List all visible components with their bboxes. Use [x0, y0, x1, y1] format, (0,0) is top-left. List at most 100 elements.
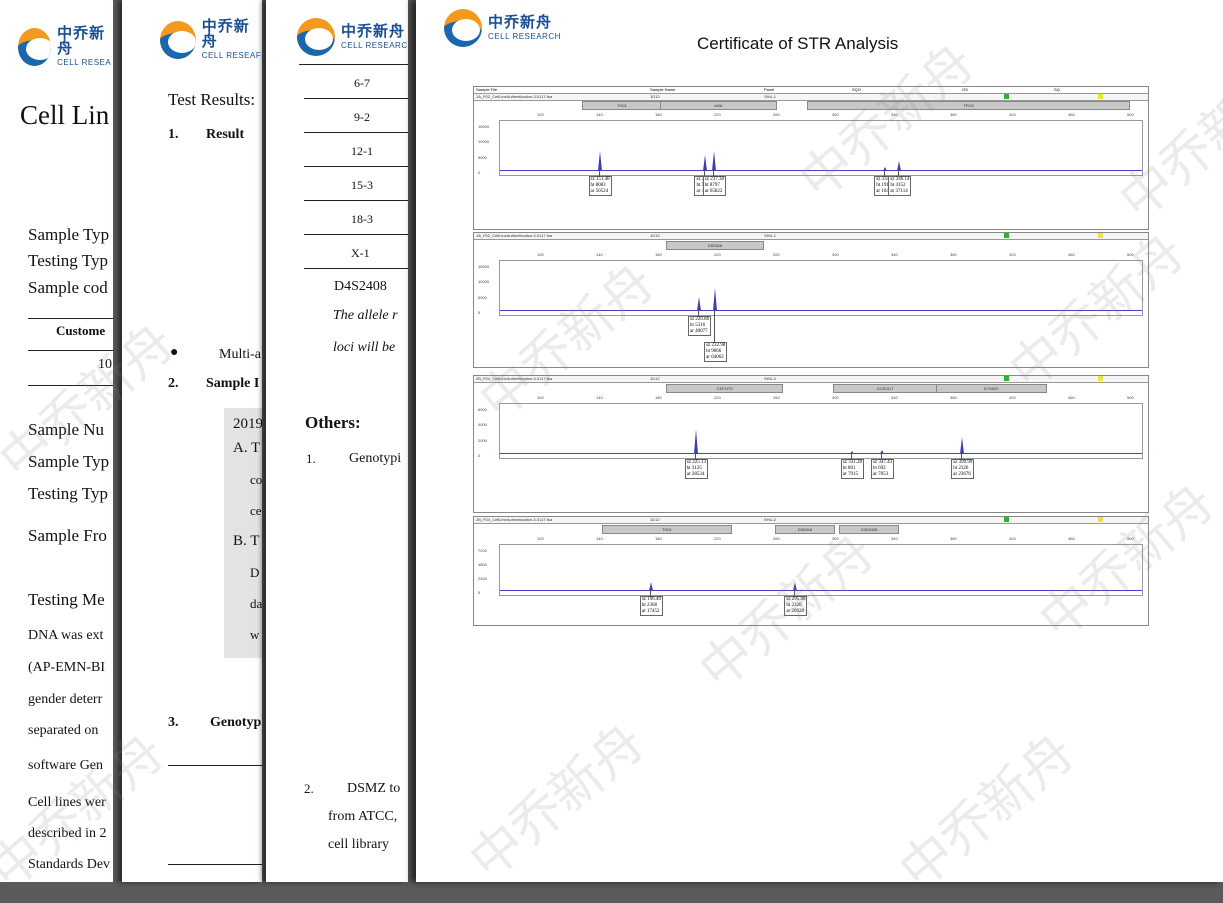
x-tick-label: 140 [596, 536, 603, 541]
peak-marker-line [961, 453, 963, 459]
baseline [500, 590, 1142, 591]
peak-marker-line [598, 170, 600, 176]
section-number: 2. [168, 376, 179, 391]
x-tick-label: 340 [891, 395, 898, 400]
peak-label-line: sz 331.28 [842, 460, 862, 465]
locus-label: D4S2408 [334, 279, 387, 294]
section-heading: Test Results: [168, 90, 256, 109]
logo-cn-text: 中乔新舟 [57, 24, 106, 57]
y-tick-label: 4800 [478, 562, 487, 567]
text-line: described in 2 [28, 826, 107, 841]
document-page-2[interactable]: 中乔新舟 CELL RESEAF Test Results: 1. Result… [122, 0, 262, 882]
list-text: from ATCC, [328, 809, 398, 824]
peak-label-line: sz 399.99 [953, 460, 973, 465]
peak-label-line: sz 295.88 [786, 597, 806, 602]
box-line: co [250, 472, 262, 487]
trace-plot [499, 403, 1143, 459]
company-logo: 中乔新舟 CELL RESEARC [297, 18, 408, 56]
table-rule [304, 234, 408, 235]
x-tick-label: 220 [714, 252, 721, 257]
peak [711, 151, 716, 171]
allele-bin: D13S317 [832, 384, 938, 393]
peak-label: sz 347.43 ht 692 ar 7053 [870, 459, 895, 479]
x-tick-label: 460 [1068, 252, 1075, 257]
table-header-customer: Custome [56, 323, 106, 338]
peak-label-line: ar 28534 [686, 472, 705, 477]
column-header-label: SQO [852, 87, 861, 92]
str-panel: 2B_F04_CellLineAuthentication-3-0117.fsa… [473, 516, 1149, 626]
y-tick-label: 10000 [478, 139, 490, 145]
allele-bin: CSF1PO [665, 384, 784, 393]
logo-mark-icon [444, 9, 482, 47]
x-tick-label: 500 [1127, 395, 1134, 400]
x-tick-label: 420 [1009, 536, 1016, 541]
allele-bin-label: D7S820 [983, 386, 999, 391]
text-line: Sample Nu [28, 420, 105, 439]
table-cell: 10 [98, 357, 112, 372]
bullet-text: Multi-a [219, 347, 261, 362]
box-line: ce [250, 503, 262, 518]
text-line: Testing Me [28, 590, 105, 609]
x-tick-label: 180 [655, 395, 662, 400]
x-tick-label: 500 [1127, 112, 1134, 117]
peak [697, 297, 702, 311]
peak-label: sz 220.86 ht 5316 ar 40077 [688, 316, 712, 336]
table-cell: X-1 [351, 246, 370, 260]
x-tick-label: 180 [655, 536, 662, 541]
y-tick-label: 15000 [478, 124, 490, 129]
x-tick-label: 380 [950, 252, 957, 257]
allele-bin: D7S820 [935, 384, 1047, 393]
peak-label: sz 196.40 ht 2368 ar 17452 [639, 596, 664, 616]
note-line: loci will be [333, 340, 396, 355]
peak-marker-line [880, 453, 882, 459]
table-rule [28, 350, 113, 351]
x-tick-label: 500 [1127, 252, 1134, 257]
y-tick-label: 0 [478, 590, 481, 595]
allele-bin: D5S818 [665, 241, 765, 250]
y-tick-label: 10000 [478, 279, 490, 285]
others-heading: Others: [305, 413, 361, 432]
peak-marker-line [884, 170, 886, 176]
table-rule [304, 268, 408, 269]
peak-marker-line [794, 590, 796, 596]
allele-bin-label: TH01 [662, 527, 672, 532]
x-tick-label: 260 [773, 112, 780, 117]
bullet-icon: ● [170, 345, 179, 360]
peak-label-line: ar 23676 [953, 472, 971, 477]
list-number: 2. [304, 781, 314, 796]
box-line: 2019 [233, 416, 262, 432]
text-line: Sample Typ [28, 452, 110, 471]
peak-label-line: ht 2326 [953, 466, 969, 471]
panel-title-bar: 2B_F04_CellLineAuthentication-3-0117.fsa… [474, 517, 1148, 524]
panel-title-bar: 2B_F04_CellLineAuthentication-3-0117.fsa… [474, 376, 1148, 383]
peak-label-line: sz 225.13 [686, 460, 706, 465]
peak-label-line: ht 9066 [706, 349, 722, 354]
box-line: w [250, 627, 260, 642]
x-tick-label: 220 [714, 112, 721, 117]
peak-label-line: ar 17452 [641, 609, 660, 614]
document-page-1[interactable]: 中乔新舟 CELL RESEA Cell Lin Sample Typ Test… [0, 0, 113, 882]
allele-bin: TH01 [582, 101, 662, 110]
text-line: gender deterr [28, 692, 103, 707]
column-header-label: SQ [1054, 87, 1060, 92]
column-header-label: Sample Name [650, 87, 676, 92]
document-page-4[interactable]: 中乔新舟 CELL RESEARCH Certificate of STR An… [416, 0, 1223, 882]
peak-marker-line [714, 310, 716, 342]
logo-en-text: CELL RESEARCH [488, 32, 561, 41]
allele-bin-label: TH01 [617, 103, 627, 108]
text-line: DNA was ext [28, 628, 104, 643]
peak [897, 161, 902, 171]
peak [693, 429, 698, 454]
x-tick-label: 220 [714, 536, 721, 541]
x-tick-label: 300 [832, 112, 839, 117]
y-tick-label: 7200 [478, 548, 487, 553]
x-tick-label: 420 [1009, 395, 1016, 400]
trace-plot [499, 120, 1143, 176]
table-rule [304, 98, 408, 99]
document-page-3[interactable]: 中乔新舟 CELL RESEARC 6-7 9-2 12-1 15-3 18-3… [266, 0, 408, 882]
sample-name: 1D12 [650, 94, 660, 99]
y-tick-label: 2000 [478, 437, 487, 443]
peak-label: sz 225.13 ht 3125 ar 28534 [684, 459, 708, 479]
trace-plot [499, 544, 1143, 596]
allele-bin-label: vWA [714, 103, 723, 108]
